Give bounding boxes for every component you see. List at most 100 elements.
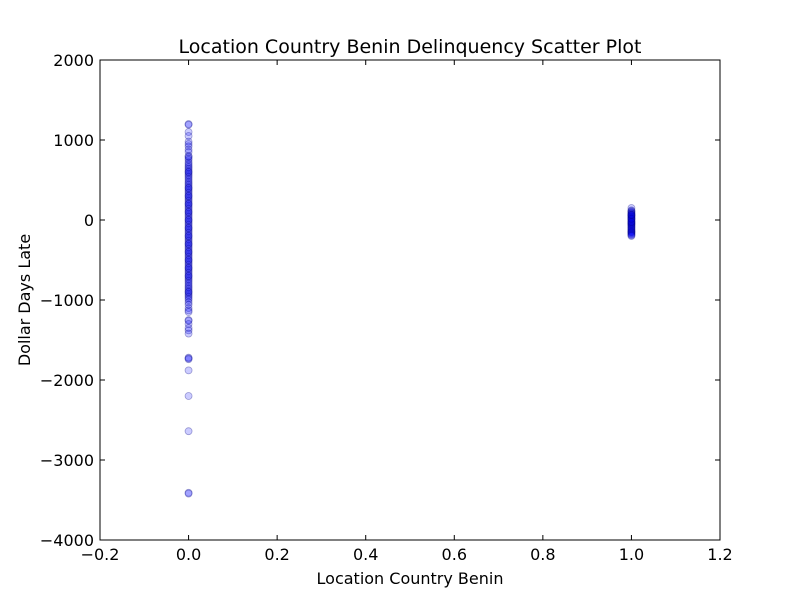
scatter-point: [184, 224, 193, 232]
scatter-point: [627, 215, 636, 224]
scatter-point: [184, 281, 193, 290]
scatter-point: [184, 272, 193, 280]
scatter-point: [627, 228, 636, 236]
scatter-point: [627, 213, 636, 222]
scatter-point: [184, 224, 193, 232]
scatter-point: [184, 248, 193, 256]
scatter-point: [184, 177, 193, 186]
scatter-point: [184, 294, 193, 303]
scatter-point: [184, 273, 193, 282]
scatter-point: [184, 193, 193, 202]
scatter-point: [627, 210, 636, 219]
scatter-point: [184, 324, 193, 332]
scatter-point: [184, 267, 193, 276]
scatter-point: [184, 270, 193, 279]
scatter-point: [184, 137, 193, 146]
scatter-point: [627, 218, 636, 226]
scatter-point: [184, 366, 193, 375]
scatter-point: [184, 184, 193, 192]
scatter-point: [627, 208, 636, 216]
scatter-point: [184, 232, 193, 240]
scatter-point: [627, 209, 636, 218]
scatter-point: [184, 171, 193, 180]
scatter-point: [184, 185, 193, 194]
scatter-point: [627, 220, 636, 228]
y-tick-label: −3000: [40, 451, 94, 470]
scatter-point: [184, 140, 193, 148]
scatter-point: [184, 275, 193, 284]
scatter-point: [627, 204, 636, 212]
scatter-point: [627, 219, 636, 228]
scatter-point: [184, 198, 193, 207]
scatter-point: [184, 230, 193, 239]
scatter-point: [184, 316, 193, 324]
scatter-point: [184, 326, 193, 335]
scatter-point: [184, 216, 193, 224]
scatter-point: [184, 163, 193, 172]
scatter-point: [184, 238, 193, 247]
scatter-point: [184, 256, 193, 264]
scatter-point: [184, 228, 193, 237]
scatter-point: [184, 291, 193, 300]
scatter-point: [627, 212, 636, 220]
scatter-point: [184, 192, 193, 200]
scatter-point: [184, 196, 193, 205]
scatter-point: [184, 260, 193, 269]
scatter-point: [184, 392, 193, 400]
scatter-point: [184, 168, 193, 176]
scatter-point: [184, 208, 193, 216]
scatter-point: [184, 262, 193, 271]
scatter-point: [184, 128, 193, 136]
scatter-point: [184, 188, 193, 197]
scatter-point: [184, 427, 193, 436]
scatter-point: [184, 256, 193, 264]
y-tick-label: 0: [84, 211, 94, 230]
scatter-point: [627, 214, 636, 223]
scatter-point: [184, 292, 193, 301]
scatter-point: [627, 208, 636, 217]
scatter-point: [184, 142, 193, 151]
scatter-point: [184, 182, 193, 191]
scatter-point: [627, 217, 636, 226]
x-tick-label: 1.2: [707, 545, 732, 564]
y-axis-ticks: −4000 −3000 −2000 −1000 0 1000 2000: [40, 51, 720, 550]
scatter-point: [184, 212, 193, 221]
scatter-point: [184, 298, 193, 307]
scatter-point: [184, 249, 193, 258]
x-axis-ticks: −0.2 0.0 0.2 0.4 0.6 0.8 1.0 1.2: [81, 60, 733, 564]
scatter-point: [184, 355, 193, 364]
scatter-point: [184, 166, 193, 175]
scatter-point: [184, 236, 193, 245]
scatter-point: [627, 220, 636, 229]
x-tick-label: −0.2: [81, 545, 120, 564]
scatter-point: [627, 229, 636, 238]
scatter-point: [184, 276, 193, 285]
scatter-point: [627, 227, 636, 236]
scatter-point: [184, 174, 193, 183]
scatter-point: [184, 248, 193, 256]
scatter-point: [627, 212, 636, 221]
scatter-point: [184, 154, 193, 163]
scatter-point: [627, 216, 636, 225]
scatter-point: [184, 156, 193, 164]
scatter-point: [184, 160, 193, 168]
scatter-point: [184, 206, 193, 215]
scatter-point: [627, 224, 636, 233]
scatter-point: [184, 265, 193, 274]
scatter-point: [184, 176, 193, 184]
scatter-point: [184, 217, 193, 226]
y-tick-label: 1000: [53, 131, 94, 150]
scatter-point: [184, 200, 193, 208]
scatter-point: [184, 272, 193, 280]
scatter-point: [184, 227, 193, 236]
scatter-point: [184, 203, 193, 212]
scatter-point: [627, 221, 636, 230]
scatter-point: [184, 225, 193, 234]
scatter-point: [184, 306, 193, 315]
scatter-point: [184, 211, 193, 220]
scatter-point: [184, 214, 193, 223]
x-tick-label: 0.2: [264, 545, 289, 564]
x-tick-label: 0.0: [176, 545, 201, 564]
